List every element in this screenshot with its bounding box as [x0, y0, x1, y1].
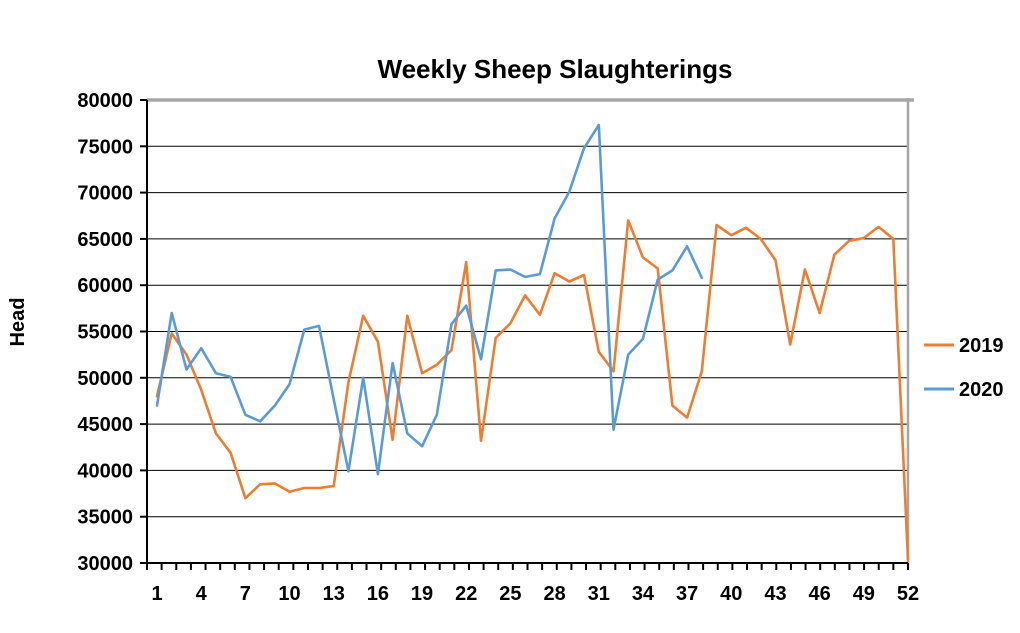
x-tick-label: 43 [764, 583, 786, 605]
y-tick-label: 30000 [77, 553, 133, 575]
x-tick-label: 40 [720, 583, 742, 605]
x-tick-label: 22 [455, 583, 477, 605]
y-axis-ticks: 30000 35000 40000 45000 50000 55000 60000 65000… [77, 90, 147, 575]
y-tick-label: 60000 [77, 275, 133, 297]
x-tick-label: 52 [897, 583, 919, 605]
y-tick-label: 65000 [77, 229, 133, 251]
x-tick-label: 46 [809, 583, 831, 605]
x-tick-label: 19 [411, 583, 433, 605]
y-tick-label: 70000 [77, 183, 133, 205]
x-tick-label: 31 [588, 583, 610, 605]
y-axis-title: Head [7, 298, 29, 347]
x-tick-label: 4 [196, 583, 208, 605]
x-tick-label: 7 [240, 583, 251, 605]
legend-label-2019: 2019 [959, 335, 1004, 357]
y-tick-label: 75000 [77, 136, 133, 158]
y-tick-label: 40000 [77, 460, 133, 482]
x-tick-label: 49 [853, 583, 875, 605]
x-tick-label: 37 [676, 583, 698, 605]
x-tick-label: 16 [367, 583, 389, 605]
x-tick-label: 13 [323, 583, 345, 605]
x-tick-label: 25 [499, 583, 521, 605]
x-tick-label: 10 [278, 583, 300, 605]
y-tick-label: 45000 [77, 414, 133, 436]
legend: 2019 2020 [924, 335, 1004, 401]
y-tick-label: 35000 [77, 507, 133, 529]
x-tick-label: 1 [151, 583, 162, 605]
x-tick-label: 34 [632, 583, 655, 605]
y-tick-label: 50000 [77, 368, 133, 390]
x-tick-label: 28 [543, 583, 565, 605]
series-line-2020 [155, 123, 704, 476]
y-tick-label: 55000 [77, 322, 133, 344]
y-tick-label: 80000 [77, 90, 133, 112]
chart-title: Weekly Sheep Slaughterings [378, 54, 733, 84]
series-line-2019 [155, 219, 910, 562]
gridlines [147, 145, 908, 518]
legend-label-2020: 2020 [959, 379, 1004, 401]
x-axis-ticks: 1 4 7 10 13 16 19 22 25 28 31 34 37 40 43 46 49 52 [146, 563, 919, 605]
